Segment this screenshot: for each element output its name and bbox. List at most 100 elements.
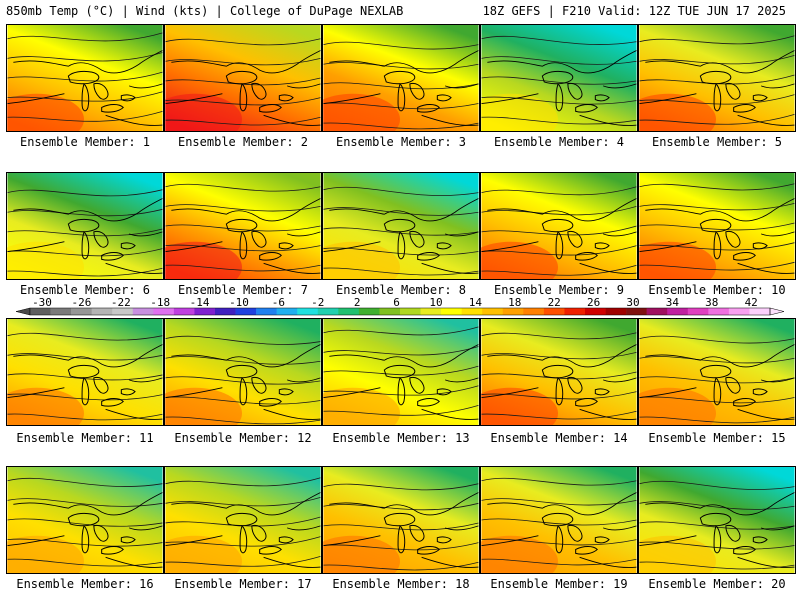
colorbar-segment	[256, 308, 277, 315]
great-lakes-outline	[541, 364, 610, 407]
contour-line	[639, 183, 795, 191]
colorbar-segment	[482, 308, 504, 315]
contour-line	[7, 413, 163, 421]
colorbar-segment	[687, 308, 709, 315]
colorbar-segment	[297, 308, 319, 315]
contour-line	[323, 102, 479, 110]
great-lakes-outline	[699, 364, 768, 407]
colorbar-segment	[215, 308, 236, 315]
contour-line	[7, 518, 163, 527]
colorbar-tick-label: 10	[429, 296, 442, 309]
contour-line	[639, 335, 795, 344]
member-map-panel	[480, 172, 638, 280]
contour-line	[481, 35, 637, 45]
contour-line	[323, 385, 479, 396]
borders-outline	[323, 492, 479, 568]
warm-core	[481, 93, 559, 131]
contour-line	[323, 404, 479, 416]
member-map-panel	[164, 466, 322, 574]
contour-line	[323, 326, 479, 336]
contour-line	[323, 522, 479, 531]
colorbar-tick-label: -14	[190, 296, 210, 309]
contour-line	[165, 224, 321, 232]
ensemble-member-label: Ensemble Member: 20	[648, 577, 786, 591]
great-lakes-outline	[383, 364, 452, 407]
colorbar-segment	[194, 308, 216, 315]
colorbar-tick-label: -10	[229, 296, 249, 309]
contour-line	[323, 365, 479, 376]
great-lakes-outline	[67, 364, 136, 407]
colorbar-segment	[646, 308, 668, 315]
ensemble-member-label: Ensemble Member: 14	[490, 431, 628, 445]
contour-line	[323, 186, 479, 196]
contour-line	[639, 94, 795, 105]
colorbar-segment	[317, 308, 339, 315]
contour-line	[639, 416, 795, 424]
colorbar-segment	[543, 308, 565, 315]
ensemble-member-label: Ensemble Member: 18	[332, 577, 470, 591]
ensemble-member-label: Ensemble Member: 4	[493, 135, 625, 149]
colorbar-segment	[441, 308, 462, 315]
member-map-panel	[164, 318, 322, 426]
colorbar-segment	[379, 308, 401, 315]
contour-line	[165, 38, 321, 46]
colorbar-segment	[564, 308, 586, 315]
contour-line	[7, 228, 163, 237]
colorbar-segment	[626, 308, 647, 315]
borders-outline	[165, 344, 321, 420]
borders-outline	[165, 50, 321, 126]
contour-line	[639, 561, 795, 570]
colorbar-segment	[400, 308, 421, 315]
borders-outline	[7, 50, 163, 126]
contour-line	[165, 244, 321, 252]
colorbar-segment	[173, 308, 195, 315]
contour-line	[639, 541, 795, 550]
contour-line	[165, 416, 321, 425]
colorbar-min-arrow	[15, 307, 31, 316]
member-map-panel	[322, 318, 480, 426]
contour-line	[481, 332, 637, 340]
contour-line	[481, 186, 637, 196]
contour-line	[639, 222, 795, 231]
colorbar-segment	[338, 308, 360, 315]
colorbar-segment	[358, 308, 380, 315]
colorbar-tick-label: 26	[587, 296, 600, 309]
contour-line	[165, 356, 321, 365]
ensemble-member-label: Ensemble Member: 3	[335, 135, 467, 149]
contour-line	[7, 208, 163, 217]
borders-outline	[639, 492, 795, 568]
colorbar-tick-label: 38	[705, 296, 718, 309]
contour-line	[481, 477, 637, 486]
contour-line	[639, 242, 795, 251]
contour-line	[639, 35, 795, 45]
contour-line	[639, 113, 795, 125]
ensemble-member-label: Ensemble Member: 9	[493, 283, 625, 297]
member-map-panel	[6, 318, 164, 426]
great-lakes-outline	[541, 218, 610, 261]
borders-outline	[639, 50, 795, 126]
colorbar-segment	[605, 308, 627, 315]
contour-line	[323, 346, 479, 356]
contour-line	[165, 335, 321, 345]
ensemble-member-label: Ensemble Member: 16	[16, 577, 154, 591]
borders-outline	[481, 198, 637, 274]
colorbar-tick-label: 18	[508, 296, 521, 309]
colorbar-segment	[235, 308, 257, 315]
map-title: 850mb Temp (°C) | Wind (kts) | College o…	[6, 4, 404, 18]
color-scale-bar: -30 -26 -22 -18 -14 -10 -6 -2 2 6 10 14 18 22 26 30 34 38…	[10, 296, 790, 320]
contour-line	[165, 536, 321, 547]
contour-line	[7, 477, 163, 487]
warm-core	[7, 93, 85, 131]
ensemble-member-label: Ensemble Member: 5	[651, 135, 783, 149]
ensemble-member-label: Ensemble Member: 7	[177, 283, 309, 297]
contour-line	[323, 483, 479, 491]
contour-line	[7, 373, 163, 381]
colorbar-tick-label: -18	[150, 296, 170, 309]
ensemble-member-label: Ensemble Member: 8	[335, 283, 467, 297]
contour-line	[323, 227, 479, 236]
member-map-panel	[322, 172, 480, 280]
contour-line	[7, 189, 163, 197]
contour-line	[7, 91, 163, 102]
colorbar-segment	[276, 308, 298, 315]
ensemble-member-label: Ensemble Member: 1	[19, 135, 151, 149]
